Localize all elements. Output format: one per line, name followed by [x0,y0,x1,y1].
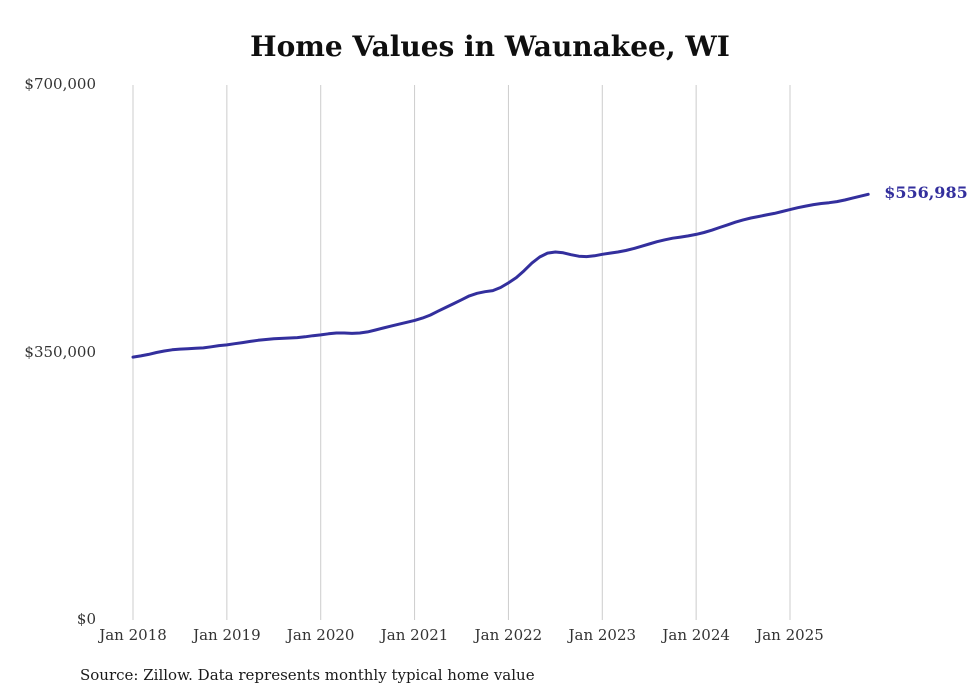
chart-title: Home Values in Waunakee, WI [250,30,730,63]
x-axis-label: Jan 2023 [568,626,637,644]
y-axis-label: $350,000 [24,342,96,361]
gridlines [132,85,791,620]
y-axis-label: $0 [76,610,96,628]
x-axis-label: Jan 2018 [99,626,167,644]
latest-value-label: $556,985 [884,183,968,203]
x-axis-label: Jan 2021 [380,626,449,644]
x-axis-label: Jan 2024 [662,626,730,644]
source-note: Source: Zillow. Data represents monthly … [80,666,535,684]
x-axis-label: Jan 2019 [193,626,261,644]
x-axis-label: Jan 2022 [474,626,543,644]
y-axis-label: $700,000 [24,75,96,93]
home-value-line [131,192,870,359]
x-axis-label: Jan 2020 [286,626,355,644]
x-axis-label: Jan 2025 [756,626,824,644]
